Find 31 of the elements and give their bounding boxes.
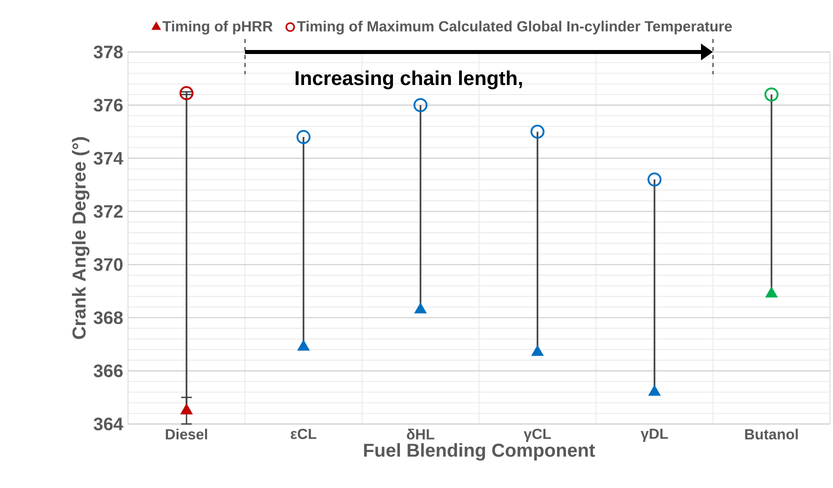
x-tick-label: Diesel [166, 428, 208, 440]
x-tick-label: γDL [640, 428, 668, 442]
point [414, 303, 426, 314]
y-tick-label: 370 [94, 258, 123, 271]
point [647, 172, 662, 187]
x-tick-label: γCL [524, 428, 551, 442]
y-tick-label: 374 [94, 152, 124, 165]
point [764, 88, 778, 102]
point [180, 86, 194, 100]
y-tick-label: 364 [94, 418, 124, 430]
point [413, 98, 428, 112]
point [298, 340, 310, 351]
y-tick-label: 378 [94, 46, 123, 58]
x-tick-label: δHL [406, 428, 434, 440]
annotation: Increasing chain length, [296, 70, 522, 90]
y-tick-label: 376 [94, 98, 123, 112]
point [530, 124, 544, 139]
x-axis-title: Fuel Blending Component [364, 443, 595, 461]
x-tick-label: εCL [290, 428, 316, 440]
x-tick-label: Butanol [745, 428, 798, 440]
point [180, 404, 192, 414]
point [766, 287, 778, 298]
y-tick-label: 368 [94, 311, 123, 324]
y-axis-title: Crank Angle Degree (°) [72, 137, 90, 339]
legend-label: Timing of Maximum Calculated Global In-cylinder Temperature [297, 20, 732, 34]
legend-label: Timing of pHRR [162, 20, 273, 34]
point [532, 346, 544, 356]
point [648, 386, 660, 396]
y-tick-label: 372 [94, 205, 123, 218]
point [296, 130, 311, 144]
y-tick-label: 366 [94, 364, 123, 378]
